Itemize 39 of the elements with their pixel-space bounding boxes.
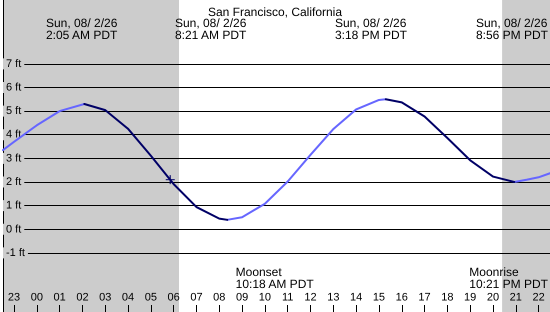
annotation: Sun, 08/ 2/26 8:56 PM PDT <box>476 16 549 42</box>
x-tick-label: 19 <box>464 292 476 304</box>
x-tick-label: 03 <box>99 292 112 304</box>
x-tick-label: 22 <box>532 292 545 304</box>
x-tick-label: 11 <box>282 292 294 304</box>
x-tick-label: 04 <box>122 292 134 304</box>
y-tick-label: 3 ft <box>6 152 22 164</box>
x-tick-label: 16 <box>396 292 408 304</box>
y-tick-label: 7 ft <box>6 58 22 70</box>
y-tick-label: 1 ft <box>6 200 22 212</box>
x-tick-label: 23 <box>8 292 20 304</box>
x-tick-label: 08 <box>213 292 226 304</box>
x-tick-label: 12 <box>304 292 317 304</box>
x-tick-label: 13 <box>327 292 340 304</box>
x-tick-label: 06 <box>168 292 180 304</box>
x-tick-label: 07 <box>190 292 203 304</box>
chart-title: San Francisco, California <box>208 5 342 19</box>
y-tick-label: 0 ft <box>6 223 22 236</box>
x-tick-label: 10 <box>258 292 272 304</box>
x-tick-label: 00 <box>30 292 43 304</box>
annotation: Moonrise 10:21 PM PDT <box>469 265 549 291</box>
annotation: Sun, 08/ 2/26 3:18 PM PDT <box>334 16 408 42</box>
annotation: Sun, 08/ 2/26 8:21 AM PDT <box>174 16 248 42</box>
y-tick-label: 6 ft <box>6 81 22 94</box>
x-tick-label: 20 <box>486 292 500 304</box>
annotation: Moonset 10:18 AM PDT <box>236 265 314 291</box>
x-tick-label: 17 <box>418 292 431 304</box>
x-tick-label: 05 <box>144 292 157 304</box>
x-tick-label: 15 <box>372 292 386 304</box>
y-tick-label: 5 ft <box>6 105 22 118</box>
x-tick-label: 18 <box>441 292 454 304</box>
x-tick-label: 14 <box>350 292 362 304</box>
x-tick-label: 01 <box>54 292 66 304</box>
x-tick-label: 09 <box>236 292 248 304</box>
annotation: Sun, 08/ 2/26 2:05 AM PDT <box>46 16 118 42</box>
y-tick-label: -1 ft <box>6 246 25 259</box>
x-tick-label: 21 <box>510 292 522 304</box>
x-tick-label: 02 <box>76 292 89 304</box>
y-tick-label: 2 ft <box>6 176 22 188</box>
